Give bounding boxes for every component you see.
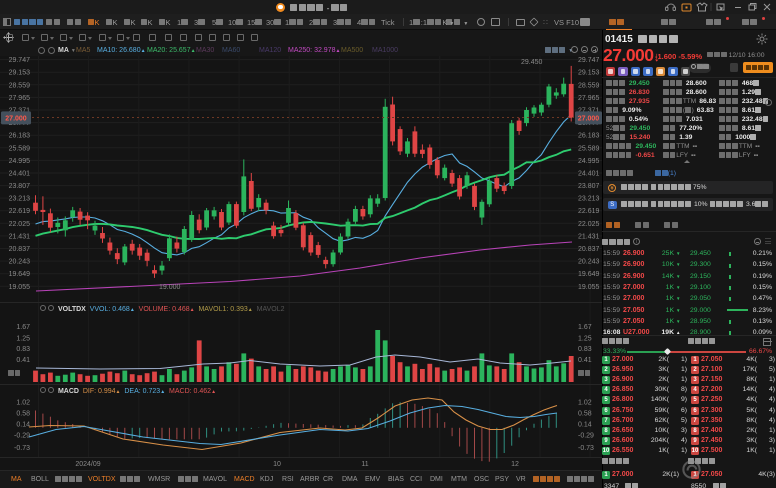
- svg-text:19.055: 19.055: [578, 284, 600, 291]
- svg-text:24.995: 24.995: [578, 158, 600, 165]
- svg-text:19.000: 19.000: [159, 284, 181, 291]
- svg-text:24.995: 24.995: [9, 158, 31, 165]
- svg-text:28.559: 28.559: [9, 82, 31, 89]
- svg-text:21.431: 21.431: [578, 233, 600, 240]
- svg-text:28.559: 28.559: [578, 82, 600, 89]
- svg-text:27.965: 27.965: [578, 95, 600, 102]
- svg-text:-0.73: -0.73: [14, 445, 30, 452]
- svg-text:19.055: 19.055: [9, 284, 31, 291]
- svg-text:27.371: 27.371: [578, 108, 600, 115]
- svg-text:20.243: 20.243: [578, 259, 600, 266]
- svg-text:19.649: 19.649: [578, 271, 600, 278]
- svg-text:21.431: 21.431: [9, 233, 31, 240]
- svg-text:26.777: 26.777: [9, 120, 31, 127]
- svg-text:27.371: 27.371: [9, 108, 31, 115]
- svg-text:23.213: 23.213: [9, 196, 31, 203]
- svg-text:1.25: 1.25: [16, 336, 30, 343]
- svg-text:2024/09: 2024/09: [75, 461, 100, 468]
- svg-text:29.153: 29.153: [9, 70, 31, 77]
- svg-text:0.83: 0.83: [16, 346, 30, 353]
- svg-text:0.58: 0.58: [578, 411, 592, 418]
- svg-text:22.619: 22.619: [578, 208, 600, 215]
- svg-text:19.649: 19.649: [9, 271, 31, 278]
- svg-text:-0.73: -0.73: [578, 445, 594, 452]
- svg-text:1.67: 1.67: [16, 324, 30, 331]
- svg-text:-0.29: -0.29: [14, 433, 30, 440]
- svg-text:0.58: 0.58: [16, 411, 30, 418]
- svg-text:0.41: 0.41: [16, 357, 30, 364]
- svg-text:26.777: 26.777: [578, 120, 600, 127]
- svg-text:23.807: 23.807: [9, 183, 31, 190]
- svg-text:1.02: 1.02: [578, 400, 592, 407]
- svg-text:24.401: 24.401: [9, 171, 31, 178]
- svg-text:29.153: 29.153: [578, 70, 600, 77]
- svg-text:25.589: 25.589: [9, 145, 31, 152]
- svg-text:20.837: 20.837: [9, 246, 31, 253]
- svg-text:-0.29: -0.29: [578, 433, 594, 440]
- svg-text:27.965: 27.965: [9, 95, 31, 102]
- svg-text:20.837: 20.837: [578, 246, 600, 253]
- svg-text:1.25: 1.25: [578, 336, 592, 343]
- svg-text:10: 10: [273, 461, 281, 468]
- svg-text:24.401: 24.401: [578, 171, 600, 178]
- svg-text:22.025: 22.025: [578, 221, 600, 228]
- svg-text:26.183: 26.183: [578, 133, 600, 140]
- svg-text:22.619: 22.619: [9, 208, 31, 215]
- svg-text:0.41: 0.41: [578, 357, 592, 364]
- svg-text:0.83: 0.83: [578, 346, 592, 353]
- svg-text:0.14: 0.14: [16, 422, 30, 429]
- svg-text:29.747: 29.747: [9, 57, 31, 64]
- svg-text:23.807: 23.807: [578, 183, 600, 190]
- svg-text:29.747: 29.747: [578, 57, 600, 64]
- svg-text:23.213: 23.213: [578, 196, 600, 203]
- svg-text:20.243: 20.243: [9, 259, 31, 266]
- svg-text:1.02: 1.02: [16, 400, 30, 407]
- svg-text:29.450: 29.450: [521, 59, 543, 66]
- svg-text:25.589: 25.589: [578, 145, 600, 152]
- svg-text:0.14: 0.14: [578, 422, 592, 429]
- svg-text:27.000: 27.000: [578, 116, 600, 123]
- svg-text:27.000: 27.000: [5, 116, 27, 123]
- svg-text:22.025: 22.025: [9, 221, 31, 228]
- svg-text:11: 11: [361, 461, 368, 468]
- svg-text:1.67: 1.67: [578, 324, 592, 331]
- svg-text:12: 12: [511, 461, 519, 468]
- svg-text:26.183: 26.183: [9, 133, 31, 140]
